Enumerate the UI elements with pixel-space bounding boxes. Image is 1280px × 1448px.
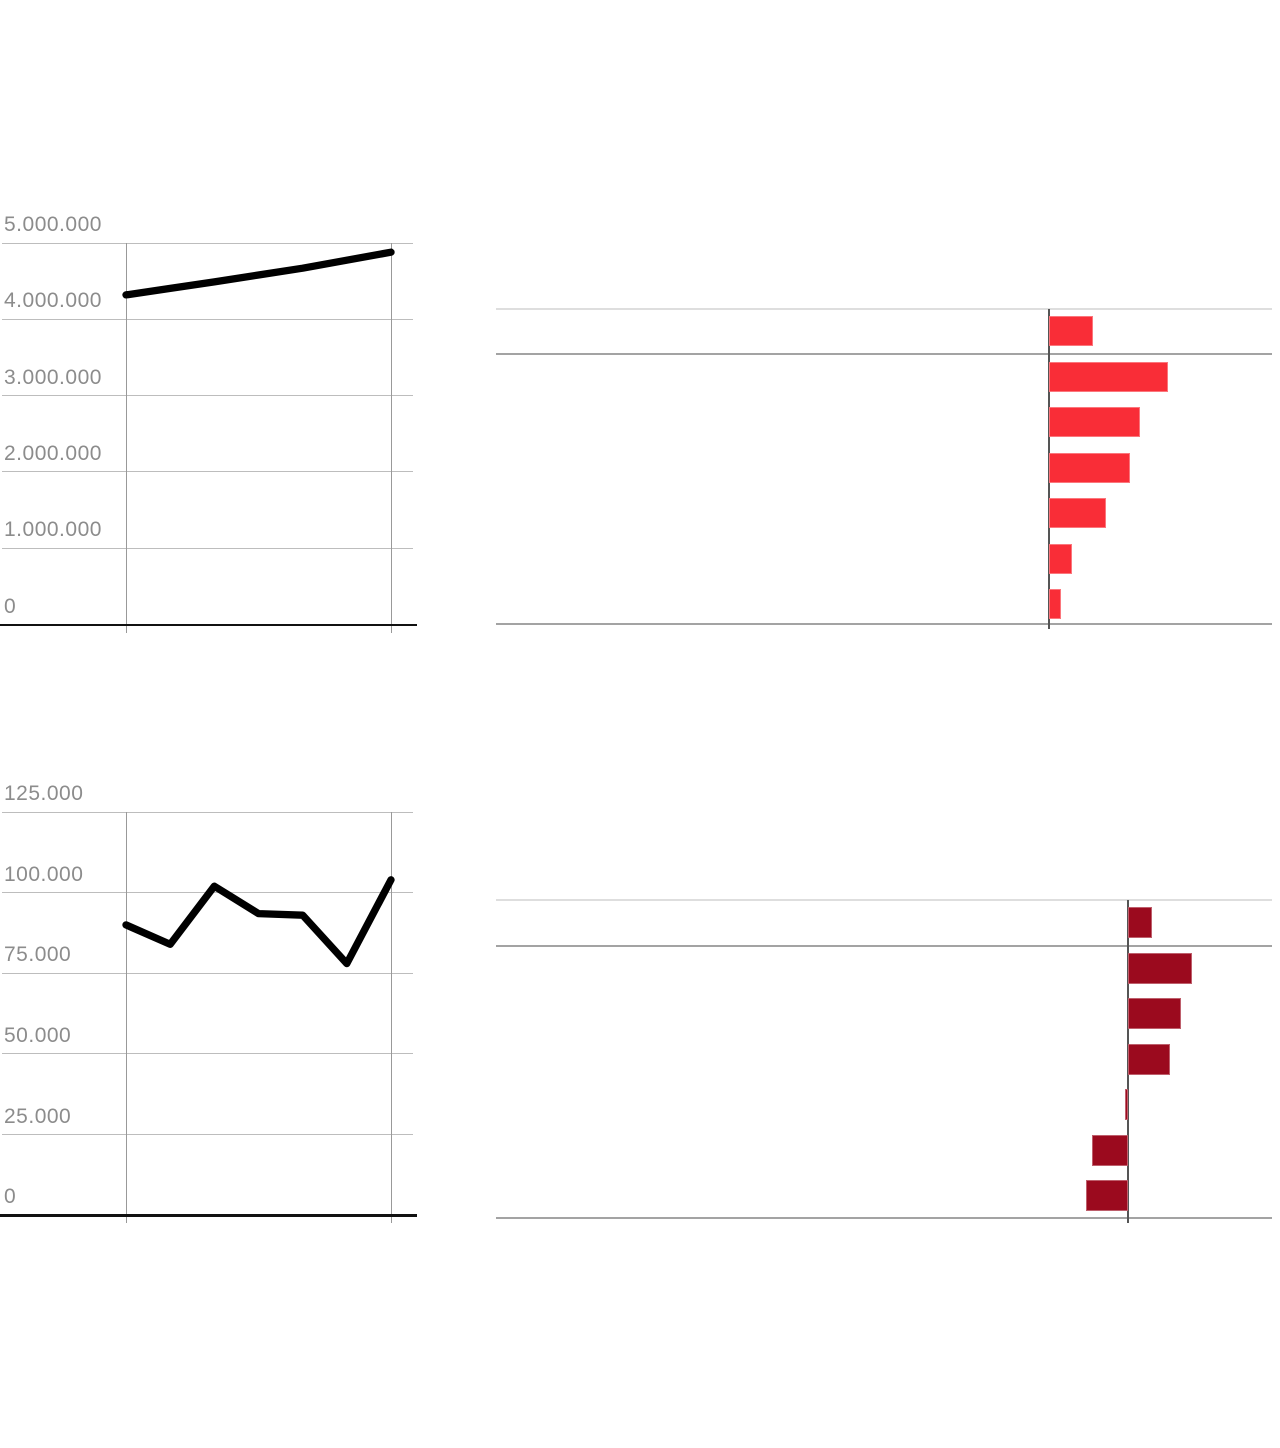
y-gridline	[2, 547, 413, 549]
row-separator-line	[496, 352, 1272, 355]
chart-bottom-border	[496, 622, 1272, 625]
chart-top-border	[496, 899, 1272, 901]
bar-row-6	[1048, 543, 1072, 574]
bar-row-3	[1128, 998, 1181, 1029]
bar-row-4	[1128, 1043, 1170, 1075]
bar-row-4	[1048, 452, 1130, 483]
bar-row-3	[1048, 407, 1140, 437]
bar-row-5	[1125, 1089, 1128, 1120]
row-separator-line	[496, 944, 1272, 947]
x-gridline	[390, 812, 392, 1224]
x-gridline	[125, 812, 127, 1224]
y-gridline	[2, 395, 413, 397]
x-gridline	[125, 243, 127, 633]
x-gridline	[390, 243, 392, 633]
y-gridline	[2, 318, 413, 320]
y-gridline	[2, 972, 413, 974]
y-axis-tick-label: 100.000	[4, 862, 84, 886]
y-gridline	[2, 892, 413, 894]
y-axis-tick-label: 3.000.000	[4, 365, 102, 389]
bar-row-7	[1048, 589, 1061, 619]
chart-top-border	[496, 308, 1272, 310]
bar-row-6	[1091, 1134, 1128, 1166]
y-gridline	[2, 471, 413, 473]
bar-row-7	[1086, 1180, 1128, 1211]
y-axis-tick-label: 4.000.000	[4, 289, 102, 313]
y-axis-tick-label: 0	[4, 594, 17, 618]
bar-baseline-axis	[1127, 900, 1129, 1223]
y-axis-tick-label: 125.000	[4, 782, 84, 805]
y-gridline	[2, 1053, 413, 1055]
x-axis-baseline	[0, 1214, 417, 1217]
y-axis-tick-label: 25.000	[4, 1104, 72, 1128]
bar-row-2	[1048, 361, 1168, 392]
y-axis-tick-label: 2.000.000	[4, 441, 102, 465]
y-gridline	[2, 242, 413, 244]
line-series-path	[122, 876, 395, 968]
bar-row-1	[1048, 316, 1093, 346]
y-axis-tick-label: 0	[4, 1185, 17, 1209]
chart-bottom-border	[496, 1216, 1272, 1219]
bar-baseline-axis	[1047, 309, 1050, 629]
y-axis-tick-label: 1.000.000	[4, 518, 102, 542]
y-axis-tick-label: 75.000	[4, 943, 72, 967]
line-series-path	[122, 248, 395, 299]
y-gridline	[2, 811, 413, 813]
bar-row-1	[1128, 907, 1152, 938]
bar-row-2	[1128, 952, 1192, 984]
y-axis-tick-label: 5.000.000	[4, 213, 102, 236]
x-axis-baseline	[0, 623, 417, 626]
y-gridline	[2, 1134, 413, 1136]
bar-row-5	[1048, 498, 1106, 528]
y-axis-tick-label: 50.000	[4, 1023, 72, 1047]
